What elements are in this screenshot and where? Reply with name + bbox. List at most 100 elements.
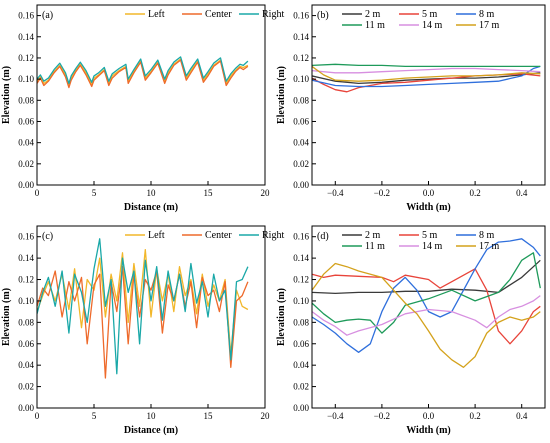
series-line-11-m [312, 63, 541, 68]
y-tick-label: 0.16 [18, 232, 34, 242]
y-tick-label: 0.00 [293, 180, 309, 190]
series-line-8-m [312, 238, 541, 353]
plot-frame [36, 4, 266, 186]
legend-entry: 8 m [479, 9, 495, 20]
x-tick-label: −0.4 [327, 188, 344, 198]
y-tick-label: 0.06 [293, 339, 309, 349]
x-tick-label: 0.2 [469, 411, 480, 421]
y-axis-label: Elevation (m) [1, 66, 12, 124]
series-line-2-m [312, 72, 541, 85]
legend-entry: 14 m [422, 241, 443, 252]
legend-entry: 17 m [479, 241, 500, 252]
x-tick-label: 20 [261, 411, 271, 421]
y-tick-label: 0.08 [293, 317, 309, 327]
panel-d: 0.00 0.02 0.04 0.06 0.08 0.10 0.12 0.14 0.16 −0.4… [276, 225, 546, 436]
series-line-17-m [312, 262, 541, 368]
legend-entry: Center [205, 230, 232, 241]
legend-entry: 2 m [365, 230, 381, 241]
x-tick-label: 5 [92, 411, 97, 421]
legend-entry: 11 m [365, 20, 385, 31]
legend-entry: Center [205, 9, 232, 20]
x-tick-label: 0.2 [469, 188, 480, 198]
panel-b: 0.00 0.02 0.04 0.06 0.08 0.10 0.12 0.14 0.16 −0.4… [276, 4, 546, 213]
legend-entry: Right [262, 230, 284, 241]
y-tick-label: 0.02 [18, 382, 34, 392]
series-line-17-m [312, 65, 541, 82]
legend-entry: 8 m [479, 230, 495, 241]
y-tick-label: 0.02 [293, 382, 309, 392]
legend-entry: 2 m [365, 9, 381, 20]
x-tick-label: 10 [147, 188, 157, 198]
y-tick-label: 0.02 [293, 159, 309, 169]
legend-entry: 5 m [422, 9, 438, 20]
y-tick-label: 0.14 [293, 253, 309, 263]
y-tick-label: 0.04 [293, 138, 309, 148]
y-tick-label: 0.08 [18, 95, 34, 105]
panel-label: (b) [317, 10, 329, 21]
x-tick-label: 0.4 [516, 188, 528, 198]
x-tick-label: 15 [204, 411, 214, 421]
x-axis-label: Width (m) [406, 425, 451, 436]
legend-entry: Right [262, 9, 284, 20]
y-tick-label: 0.16 [293, 232, 309, 242]
x-tick-label: 0.0 [423, 188, 435, 198]
panel-label: (d) [317, 231, 329, 242]
x-tick-label: −0.2 [374, 188, 390, 198]
x-axis-label: Distance (m) [124, 202, 178, 213]
series-line-center [37, 59, 249, 89]
y-tick-label: 0.04 [18, 138, 34, 148]
legend-entry: 11 m [365, 241, 385, 252]
x-tick-label: −0.4 [327, 411, 344, 421]
x-tick-label: 0 [35, 411, 40, 421]
series-line-14-m [312, 295, 541, 336]
legend-entry: Left [148, 9, 165, 20]
x-tick-label: 15 [204, 188, 214, 198]
y-tick-label: 0.06 [293, 116, 309, 126]
series-line-center [37, 266, 249, 379]
y-tick-label: 0.08 [293, 95, 309, 105]
legend-entry: 14 m [422, 20, 443, 31]
y-tick-label: 0.16 [18, 11, 34, 21]
y-axis-label: Elevation (m) [1, 288, 12, 346]
y-tick-label: 0.16 [293, 11, 309, 21]
x-axis-label: Distance (m) [124, 425, 178, 436]
series-line-8-m [312, 65, 541, 88]
series-line-right [37, 56, 249, 85]
series-line-2-m [312, 259, 541, 295]
y-tick-label: 0.00 [18, 180, 34, 190]
x-tick-label: 5 [92, 188, 97, 198]
x-axis-label: Width (m) [406, 202, 451, 213]
legend-entry: 5 m [422, 230, 438, 241]
legend-entry: 17 m [479, 20, 500, 31]
x-tick-label: 0.0 [423, 411, 435, 421]
y-tick-label: 0.04 [18, 360, 34, 370]
x-tick-label: 20 [261, 188, 271, 198]
series-line-11-m [312, 252, 541, 334]
y-axis-label: Elevation (m) [276, 288, 287, 346]
x-tick-label: −0.2 [374, 411, 390, 421]
y-tick-label: 0.06 [18, 339, 34, 349]
series-line-14-m [312, 67, 541, 74]
panel-c: 0.00 0.02 0.04 0.06 0.08 0.10 0.12 0.14 0.16 0 5 10… [1, 225, 284, 436]
y-tick-label: 0.10 [18, 74, 34, 84]
x-tick-label: 0 [35, 188, 40, 198]
plot-frame [311, 4, 546, 186]
y-tick-label: 0.12 [18, 275, 34, 285]
x-tick-label: 0.4 [516, 411, 528, 421]
y-tick-label: 0.14 [18, 253, 34, 263]
y-tick-label: 0.10 [293, 74, 309, 84]
series-line-5-m [312, 268, 541, 345]
y-tick-label: 0.14 [18, 32, 34, 42]
y-tick-label: 0.02 [18, 159, 34, 169]
y-tick-label: 0.08 [18, 317, 34, 327]
y-tick-label: 0.12 [293, 53, 309, 63]
y-tick-label: 0.12 [293, 275, 309, 285]
series-line-left [37, 248, 249, 356]
x-tick-label: 10 [147, 411, 157, 421]
y-tick-label: 0.10 [18, 296, 34, 306]
y-axis-label: Elevation (m) [276, 66, 287, 124]
y-tick-label: 0.00 [18, 403, 34, 413]
panel-label: (a) [42, 10, 53, 21]
legend-entry: Left [148, 230, 165, 241]
